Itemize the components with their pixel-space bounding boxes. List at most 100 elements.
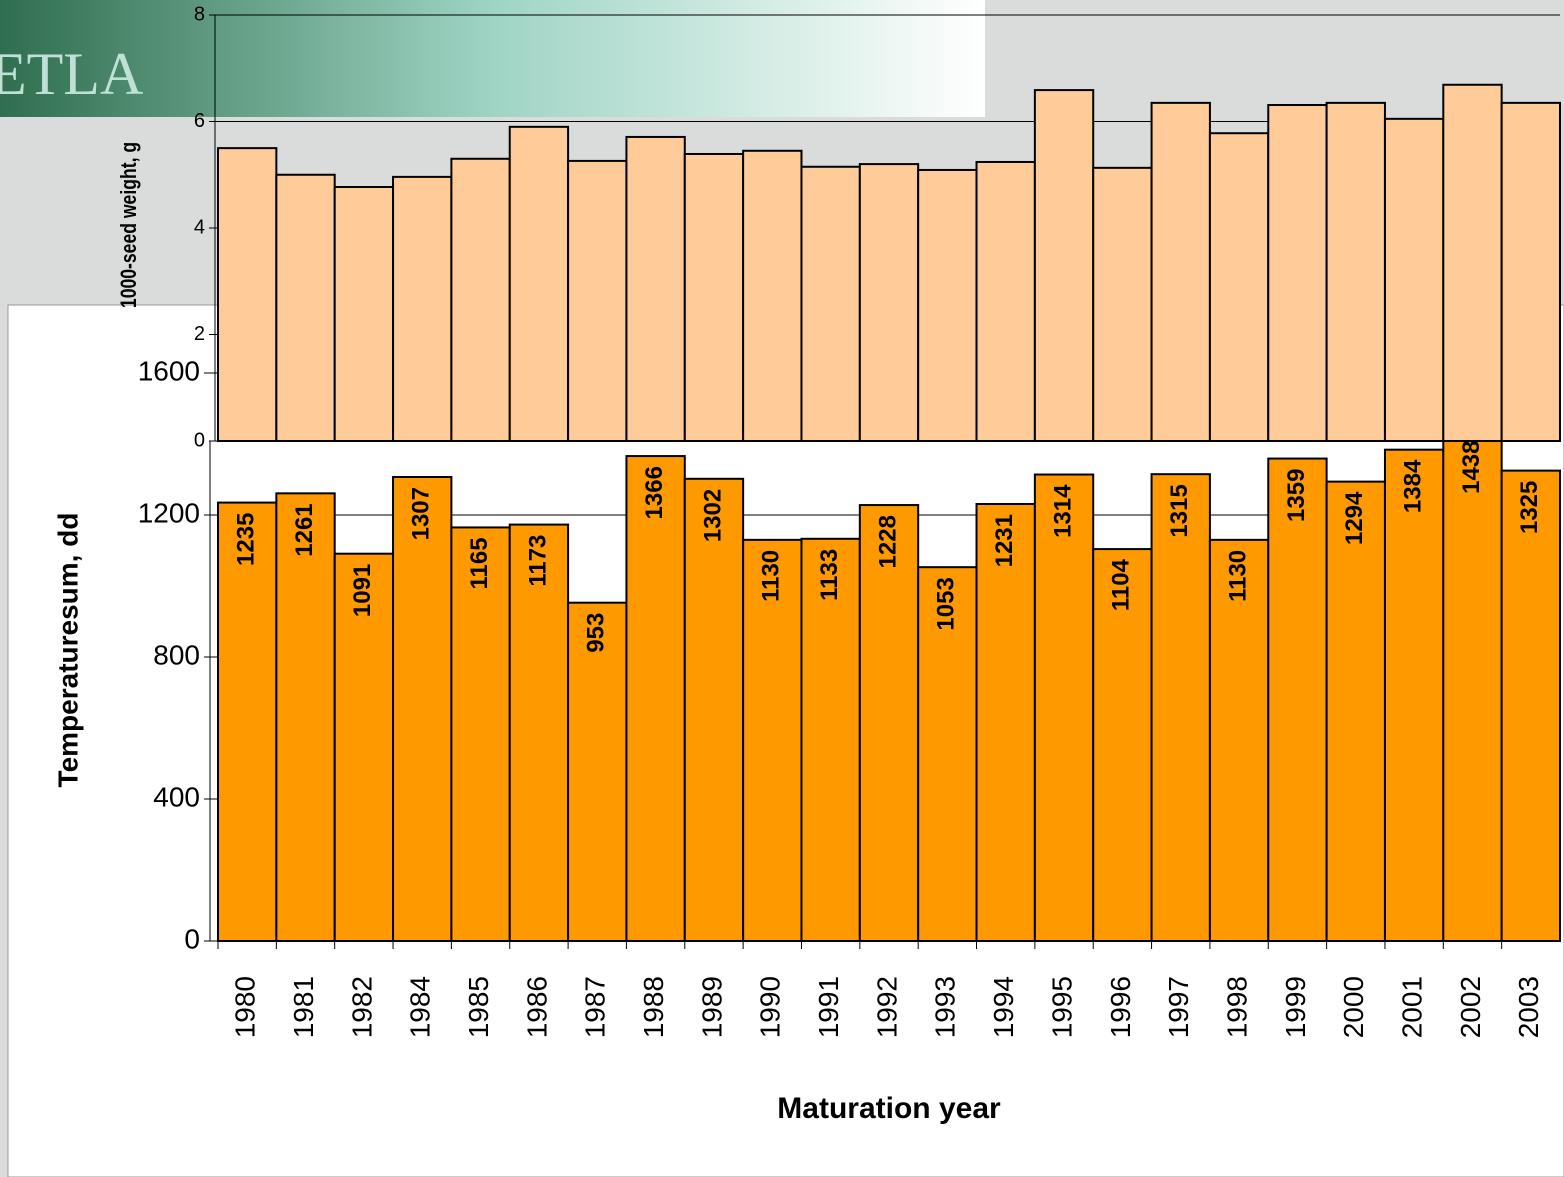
y-axis-label: Temperaturesum, dd xyxy=(52,513,83,788)
y-tick-label: 1200 xyxy=(138,497,200,528)
x-tick-label: 1989 xyxy=(696,976,727,1038)
x-axis-label: Maturation year xyxy=(777,1092,1001,1125)
bar xyxy=(392,175,453,442)
x-tick-label: 1982 xyxy=(346,976,377,1038)
y-tick-label: 0 xyxy=(184,923,200,954)
value-label: 1104 xyxy=(1108,558,1135,611)
y-tick-label: 4 xyxy=(194,216,205,238)
x-tick-label: 1994 xyxy=(988,976,1019,1038)
bar xyxy=(683,477,745,942)
bar xyxy=(917,168,978,443)
x-tick-label: 1988 xyxy=(638,976,669,1038)
bar xyxy=(1383,448,1445,942)
value-label: 1165 xyxy=(466,537,493,589)
value-label: 1231 xyxy=(991,514,1018,567)
value-label: 1294 xyxy=(1341,491,1368,545)
value-label: 953 xyxy=(583,613,610,653)
value-label: 1130 xyxy=(1224,550,1251,602)
bar xyxy=(742,538,803,942)
value-label: 1314 xyxy=(1049,484,1076,538)
bar xyxy=(1092,166,1153,442)
x-tick-label: 1990 xyxy=(755,976,786,1038)
x-tick-label: 1997 xyxy=(1163,976,1194,1038)
x-tick-label: 1998 xyxy=(1221,976,1252,1038)
x-tick-label: 1993 xyxy=(930,976,961,1038)
bar xyxy=(275,173,336,442)
x-tick-label: 1986 xyxy=(521,976,552,1038)
bar xyxy=(1325,101,1386,443)
x-tick-label: 2003 xyxy=(1513,976,1544,1038)
bar xyxy=(975,502,1036,942)
bar xyxy=(1033,89,1095,443)
bar xyxy=(1442,429,1503,942)
value-label: 1307 xyxy=(408,487,435,540)
y-tick-label: 2 xyxy=(194,323,205,345)
value-label: 1235 xyxy=(233,513,260,566)
value-label: 1130 xyxy=(758,550,785,602)
value-label: 1325 xyxy=(1516,481,1543,534)
bar xyxy=(217,147,278,442)
y-tick-label: 0 xyxy=(194,429,205,451)
value-label: 1359 xyxy=(1283,469,1310,522)
value-label: 1438 xyxy=(1458,441,1485,494)
bar xyxy=(858,163,920,442)
logo-banner xyxy=(0,0,985,117)
value-label: 1228 xyxy=(874,515,901,568)
x-tick-label: 1999 xyxy=(1280,976,1311,1038)
x-tick-label: 1984 xyxy=(405,976,436,1038)
bar xyxy=(625,135,686,442)
value-label: 1315 xyxy=(1166,484,1193,537)
bar xyxy=(217,501,278,942)
logo-text: ETLA xyxy=(0,41,143,107)
value-label: 1302 xyxy=(699,489,726,542)
y-axis-label: 1000-seed weight, g xyxy=(117,142,141,308)
value-label: 1173 xyxy=(524,535,551,587)
bar xyxy=(1325,480,1386,942)
value-label: 1053 xyxy=(933,577,960,630)
y-tick-label: 8 xyxy=(194,3,205,25)
x-tick-label: 2000 xyxy=(1338,976,1369,1038)
bar xyxy=(567,159,628,442)
bar xyxy=(1267,457,1328,942)
x-tick-label: 1995 xyxy=(1046,976,1077,1038)
y-tick-label: 1600 xyxy=(138,355,200,386)
bar xyxy=(1208,538,1270,942)
bar xyxy=(1500,101,1562,443)
y-tick-label: 800 xyxy=(153,639,200,670)
value-label: 1366 xyxy=(641,466,668,519)
bar xyxy=(742,149,803,442)
x-tick-label: 1980 xyxy=(230,976,261,1038)
bar xyxy=(567,601,628,942)
x-tick-label: 1981 xyxy=(288,976,319,1038)
bar xyxy=(800,537,861,942)
bar xyxy=(1150,473,1211,942)
value-label: 1133 xyxy=(816,549,843,601)
bar xyxy=(1208,132,1270,442)
value-label: 1384 xyxy=(1399,459,1426,513)
bar xyxy=(1442,83,1503,442)
x-tick-label: 2002 xyxy=(1455,976,1486,1038)
x-tick-label: 1985 xyxy=(463,976,494,1038)
bar xyxy=(1500,469,1562,942)
bar xyxy=(1267,103,1328,443)
x-tick-label: 2001 xyxy=(1397,976,1428,1038)
bar xyxy=(275,492,336,942)
bar xyxy=(333,185,395,442)
value-label: 1091 xyxy=(349,564,376,617)
value-label: 1261 xyxy=(291,503,318,556)
bar xyxy=(683,152,745,442)
x-tick-label: 1987 xyxy=(580,976,611,1038)
bar xyxy=(858,504,920,942)
bar xyxy=(625,455,686,942)
y-tick-label: 400 xyxy=(153,781,200,812)
bar xyxy=(1033,473,1095,942)
y-tick-label: 6 xyxy=(194,110,205,132)
x-tick-label: 1996 xyxy=(1105,976,1136,1038)
bar xyxy=(1150,101,1211,443)
bar xyxy=(1383,117,1445,443)
x-tick-label: 1992 xyxy=(871,976,902,1038)
x-tick-label: 1991 xyxy=(813,976,844,1038)
bar xyxy=(508,125,570,442)
bar xyxy=(975,160,1036,442)
